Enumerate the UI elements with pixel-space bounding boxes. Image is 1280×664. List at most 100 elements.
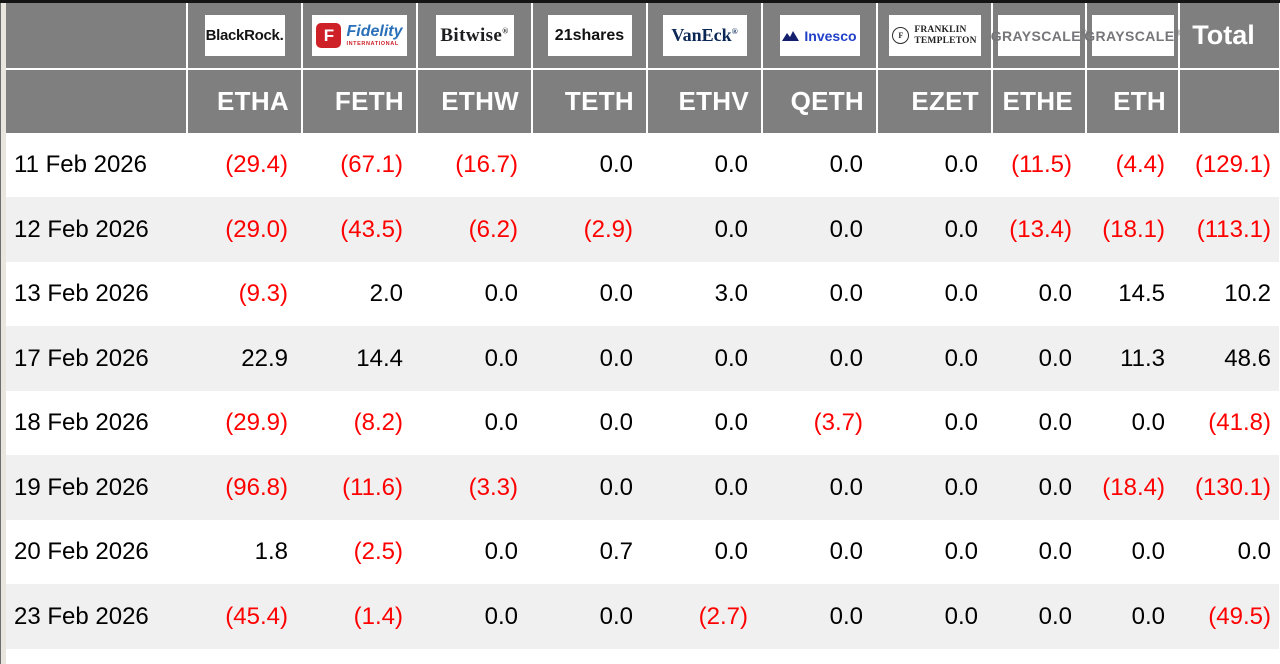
value-cell: 0.0	[417, 519, 532, 585]
bitwise-logo: Bitwise®	[435, 15, 514, 56]
value-cell: (2.7)	[647, 584, 762, 649]
table-row: 13 Feb 2026 (9.3) 2.0 0.0 0.0 3.0 0.0 0.0 0.0 14.…	[6, 261, 1279, 327]
value-cell: 0.0	[877, 326, 992, 391]
vaneck-logo: VanEck®	[662, 15, 747, 56]
ticker-cell-ezet: EZET	[877, 69, 993, 133]
value-cell: 0.0	[877, 455, 992, 520]
value-cell: 0.0	[417, 390, 532, 456]
value-cell: 0.0	[647, 519, 762, 585]
ticker-cell-qeth: QETH	[762, 69, 878, 133]
value-cell: 22.9	[187, 326, 302, 391]
date-cell: 19 Feb 2026	[6, 455, 187, 520]
value-cell: 0.0	[762, 197, 877, 262]
total-cell: 48.6	[1179, 326, 1279, 391]
date-cell: 23 Feb 2026	[6, 584, 187, 649]
value-cell: 0.0	[762, 261, 877, 327]
ticker-cell-feth: FETH	[302, 69, 418, 133]
blackrock-logo: BlackRock.	[204, 15, 285, 56]
logo-text: BlackRock.	[205, 27, 284, 44]
blackrock-logo-cell: BlackRock.	[187, 3, 303, 70]
logo-text-group: Fidelity INTERNATIONAL	[346, 23, 402, 48]
logo-subtext: INTERNATIONAL	[346, 40, 399, 47]
value-cell: (4.4)	[1086, 133, 1179, 198]
fidelity-international-logo: F Fidelity INTERNATIONAL	[312, 15, 407, 56]
value-cell: 0.0	[647, 133, 762, 198]
value-cell: 0.0	[762, 133, 877, 198]
value-cell: 0.0	[532, 326, 647, 391]
corner-cell	[6, 69, 188, 133]
logo-text-group: FRANKLIN TEMPLETON	[914, 25, 976, 46]
logo-text: Bitwise®	[440, 24, 509, 46]
21shares-logo-cell: 21shares	[532, 3, 648, 70]
value-cell: (45.4)	[187, 584, 302, 649]
partial-next-row	[6, 648, 1279, 664]
total-cell: 10.2	[1179, 261, 1279, 327]
franklin-templeton-logo-cell: F FRANKLIN TEMPLETON	[877, 3, 993, 70]
etf-flow-table: BlackRock. F Fidelity INTERNATIONAL Bitwise®…	[6, 3, 1279, 664]
bitwise-logo-cell: Bitwise®	[417, 3, 533, 70]
invesco-mountain-icon	[782, 30, 800, 41]
total-cell: (130.1)	[1179, 455, 1279, 520]
value-cell: (18.1)	[1086, 197, 1179, 262]
value-cell: 14.5	[1086, 261, 1179, 327]
value-cell: 3.0	[647, 261, 762, 327]
value-cell: 0.7	[532, 519, 647, 585]
grayscale-logo: GRAYSCALE®	[991, 15, 1087, 56]
value-cell: (6.2)	[417, 197, 532, 262]
value-cell: (11.5)	[992, 133, 1086, 198]
value-cell: 0.0	[992, 584, 1086, 649]
logo-text: GRAYSCALE®	[1084, 27, 1181, 44]
logo-text: FRANKLIN	[914, 25, 967, 36]
logo-text: 21shares	[554, 26, 625, 44]
value-cell: 0.0	[647, 326, 762, 391]
value-cell: 0.0	[992, 390, 1086, 456]
total-header-cell: Total	[1179, 3, 1279, 70]
value-cell: 0.0	[1086, 584, 1179, 649]
logo-text: VanEck®	[671, 25, 738, 45]
value-cell: 0.0	[417, 261, 532, 327]
date-cell: 17 Feb 2026	[6, 326, 187, 391]
value-cell: (2.5)	[302, 519, 417, 585]
logo-header-row: BlackRock. F Fidelity INTERNATIONAL Bitwise®…	[6, 3, 1279, 70]
registered-mark: ®	[1080, 27, 1088, 37]
value-cell: 0.0	[532, 133, 647, 198]
value-cell: 11.3	[1086, 326, 1179, 391]
grayscale-logo: GRAYSCALE®	[1084, 15, 1180, 56]
value-cell: (11.6)	[302, 455, 417, 520]
value-cell: 0.0	[877, 584, 992, 649]
ticker-cell-ethw: ETHW	[417, 69, 533, 133]
value-cell: 0.0	[877, 133, 992, 198]
left-edge-strip	[0, 3, 6, 664]
date-cell: 18 Feb 2026	[6, 390, 187, 456]
registered-mark: ®	[731, 27, 738, 36]
value-cell: 0.0	[647, 197, 762, 262]
value-cell: 0.0	[877, 519, 992, 585]
value-cell: 0.0	[877, 390, 992, 456]
table-row: 19 Feb 2026 (96.8) (11.6) (3.3) 0.0 0.0 0.0 0.0…	[6, 455, 1279, 520]
flow-data-body: 11 Feb 2026 (29.4) (67.1) (16.7) 0.0 0.0 0.0 0.…	[6, 133, 1279, 664]
value-cell: 0.0	[762, 584, 877, 649]
ticker-cell-eth: ETH	[1086, 69, 1180, 133]
ticker-cell-ethv: ETHV	[647, 69, 763, 133]
value-cell: 0.0	[532, 584, 647, 649]
date-cell: 11 Feb 2026	[6, 133, 187, 198]
value-cell: 0.0	[532, 455, 647, 520]
logo-subtext: TEMPLETON	[914, 35, 977, 46]
value-cell: 0.0	[992, 519, 1086, 585]
value-cell: (18.4)	[1086, 455, 1179, 520]
value-cell: 0.0	[1086, 519, 1179, 585]
value-cell: 0.0	[762, 519, 877, 585]
value-cell: (16.7)	[417, 133, 532, 198]
value-cell: (29.9)	[187, 390, 302, 456]
invesco-logo: Invesco	[779, 15, 860, 56]
total-cell: (49.5)	[1179, 584, 1279, 649]
value-cell: 0.0	[647, 390, 762, 456]
total-cell: (41.8)	[1179, 390, 1279, 456]
table-row: 20 Feb 2026 1.8 (2.5) 0.0 0.7 0.0 0.0 0.0 0.0 0.0…	[6, 519, 1279, 585]
total-cell: (113.1)	[1179, 197, 1279, 262]
value-cell: 0.0	[762, 326, 877, 391]
value-cell: 0.0	[992, 455, 1086, 520]
value-cell: 0.0	[1086, 390, 1179, 456]
ticker-cell-ethe: ETHE	[992, 69, 1087, 133]
